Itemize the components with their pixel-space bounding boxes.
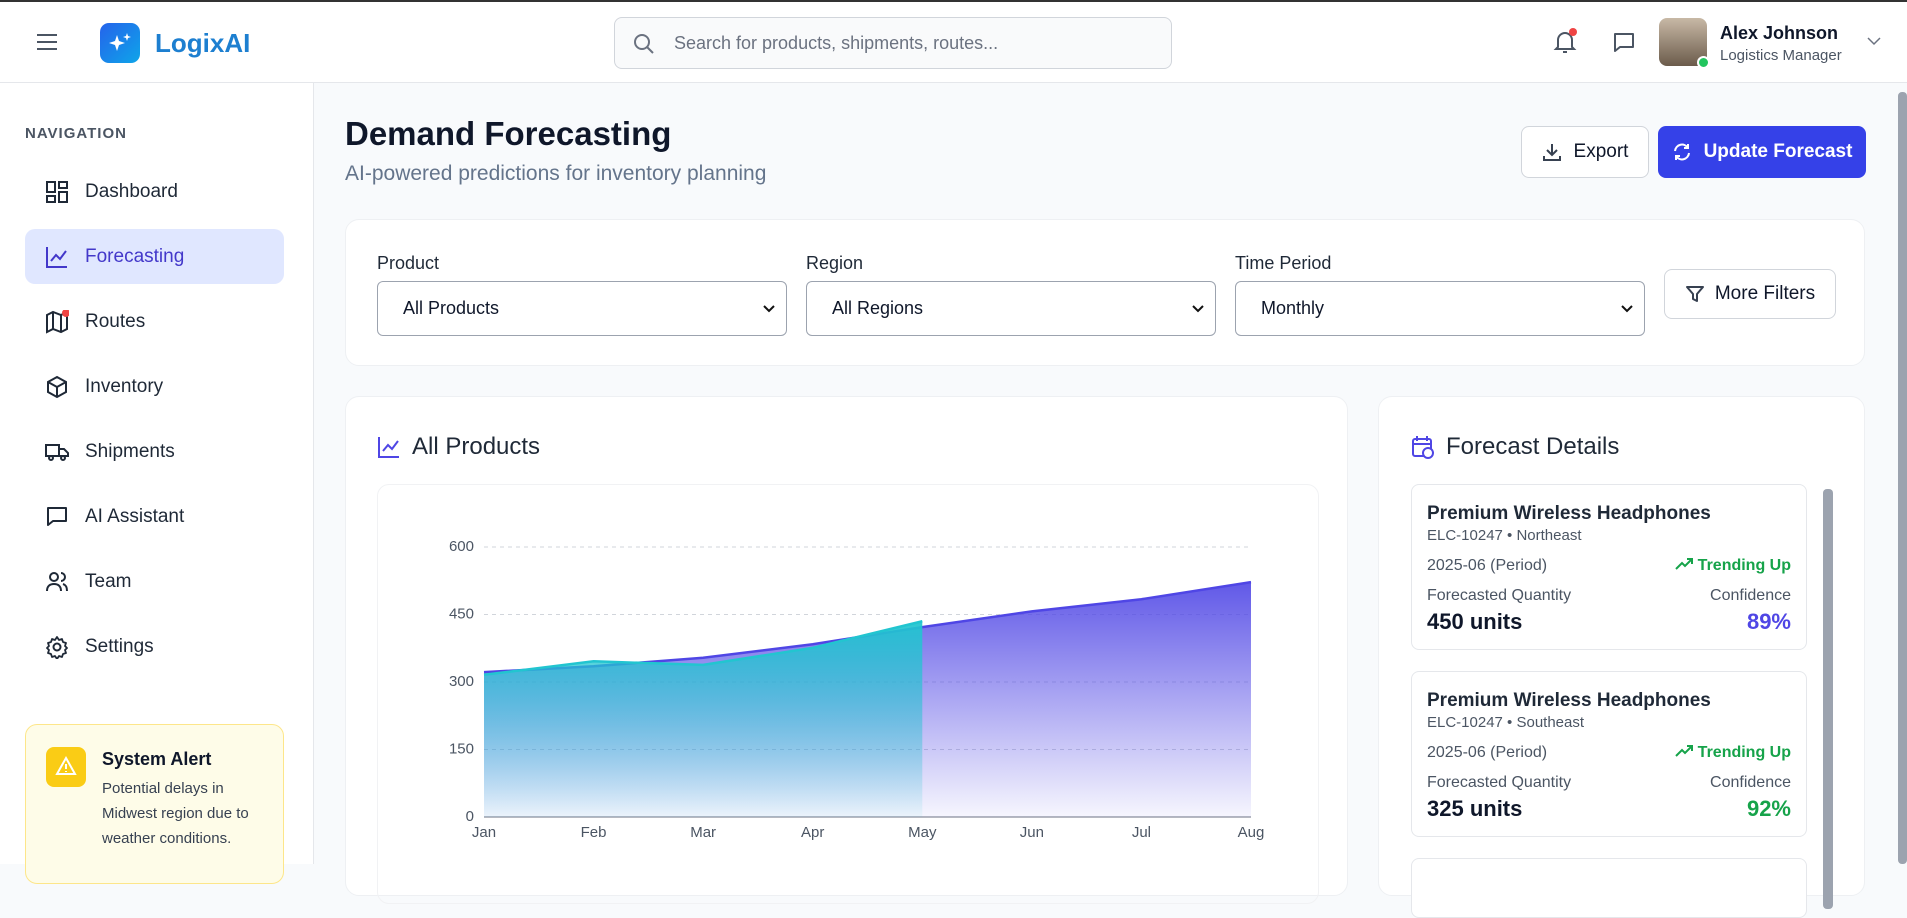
nav-item[interactable]: Team <box>25 554 284 609</box>
nav-label: Inventory <box>85 375 164 397</box>
product-name: Premium Wireless Headphones <box>1427 690 1711 711</box>
nav-label: Shipments <box>85 440 175 462</box>
product-sub: ELC-10247 • Southeast <box>1427 714 1585 731</box>
nav-item[interactable]: Dashboard <box>25 164 284 219</box>
area <box>484 621 923 817</box>
period: 2025-06 (Period) <box>1427 744 1548 761</box>
export-label: Export <box>1573 141 1629 162</box>
logo <box>100 23 140 63</box>
scrollbar[interactable] <box>1823 489 1833 909</box>
filter-label: Product <box>377 253 440 273</box>
filter-label: Region <box>806 253 864 273</box>
nav-item[interactable]: AI Assistant <box>25 489 284 544</box>
y-tick-label: 600 <box>449 538 474 555</box>
x-tick-label: Jul <box>1132 824 1151 841</box>
user-name: Alex Johnson <box>1720 23 1839 43</box>
chat-icon[interactable] <box>1612 31 1636 55</box>
page-subtitle: AI-powered predictions for inventory pla… <box>345 162 767 185</box>
forecast-card: Premium Wireless Headphones ELC-10247 • N… <box>1411 484 1807 650</box>
export-button[interactable]: Export <box>1521 126 1649 178</box>
alert-text: Potential delays in Midwest region due t… <box>102 780 249 847</box>
qty-label: Forecasted Quantity <box>1427 587 1572 604</box>
y-tick-label: 450 <box>449 605 474 622</box>
search-placeholder: Search for products, shipments, routes..… <box>674 33 999 53</box>
page-scrollbar[interactable] <box>1898 92 1907 864</box>
filter-select[interactable]: All Regions <box>806 281 1216 336</box>
bell-icon[interactable] <box>1553 28 1579 56</box>
details-card: Forecast Details Premium Wireless Headph… <box>1378 396 1865 918</box>
alert-title: System Alert <box>102 749 212 769</box>
trend: Trending Up <box>1674 744 1791 762</box>
top-bar: LogixAI Search for products, shipments, … <box>0 2 1907 83</box>
nav-label: Settings <box>85 635 154 657</box>
details-title: Forecast Details <box>1446 433 1620 460</box>
forecast-card: Premium Wireless Headphones ELC-10247 • S… <box>1411 671 1807 837</box>
filter-select[interactable]: All Products <box>377 281 787 336</box>
filter-select[interactable]: Monthly <box>1235 281 1645 336</box>
nav-label: Routes <box>85 310 146 332</box>
user-role: Logistics Manager <box>1720 47 1842 64</box>
forecast-card <box>1411 858 1807 918</box>
filter-value: Monthly <box>1261 298 1325 318</box>
conf-label: Confidence <box>1710 587 1791 604</box>
trend: Trending Up <box>1674 557 1791 575</box>
system-alert: System Alert Potential delays in Midwest… <box>25 724 284 884</box>
filter-value: All Regions <box>832 298 924 318</box>
nav-item[interactable]: Shipments <box>25 424 284 479</box>
sidebar: NAVIGATION Dashboard Forecasting Routes Inv… <box>0 83 314 884</box>
product-sub: ELC-10247 • Northeast <box>1427 527 1582 544</box>
x-tick-label: Jun <box>1020 824 1044 841</box>
quantity: 325 units <box>1427 796 1523 821</box>
brand: LogixAI <box>155 28 251 58</box>
nav-label: Dashboard <box>85 180 178 202</box>
conf-label: Confidence <box>1710 774 1791 791</box>
menu-icon[interactable] <box>36 32 58 52</box>
x-tick-label: Feb <box>581 824 607 841</box>
trend-label: Trending Up <box>1697 557 1791 574</box>
product-name: Premium Wireless Headphones <box>1427 503 1711 524</box>
quantity: 450 units <box>1427 609 1523 634</box>
x-tick-label: Mar <box>690 824 716 841</box>
search[interactable]: Search for products, shipments, routes..… <box>614 17 1172 69</box>
chevron[interactable] <box>1867 36 1881 46</box>
x-tick-label: Apr <box>801 824 824 841</box>
chart-title: All Products <box>412 433 541 460</box>
update-button[interactable]: Update Forecast <box>1658 126 1866 178</box>
period: 2025-06 (Period) <box>1427 557 1548 574</box>
x-tick-label: Aug <box>1238 824 1265 841</box>
x-tick-label: Jan <box>472 824 496 841</box>
chart: 0 150 300 450 600 Jan Feb Mar Apr May Jun Jul Aug <box>449 538 1265 841</box>
line <box>483 620 923 677</box>
confidence: 92% <box>1746 796 1791 821</box>
chart-card: All Products 0 150 300 450 600 Jan Feb Mar Apr Ma… <box>345 396 1348 904</box>
more-filters[interactable]: More Filters <box>1664 269 1836 319</box>
nav-item[interactable]: Inventory <box>25 359 284 414</box>
trend-label: Trending Up <box>1697 744 1791 761</box>
y-tick-label: 300 <box>449 673 474 690</box>
page-title: Demand Forecasting <box>345 115 672 152</box>
filter-label: Time Period <box>1235 253 1332 273</box>
avatar[interactable] <box>1659 18 1710 69</box>
filter-value: All Products <box>403 298 500 318</box>
qty-label: Forecasted Quantity <box>1427 774 1572 791</box>
nav-item[interactable]: Settings <box>25 619 284 674</box>
update-label: Update Forecast <box>1703 141 1853 162</box>
x-tick-label: May <box>908 824 937 841</box>
confidence: 89% <box>1746 609 1791 634</box>
nav-label: AI Assistant <box>85 505 185 527</box>
more-filters-label: More Filters <box>1714 283 1816 304</box>
nav-label: Forecasting <box>85 245 185 267</box>
nav-heading: NAVIGATION <box>25 125 127 142</box>
filters: More Filters Product All Products Region Al… <box>345 219 1865 366</box>
nav-label: Team <box>85 570 132 592</box>
y-tick-label: 0 <box>466 808 474 825</box>
nav-item[interactable]: Routes <box>25 294 284 349</box>
y-tick-label: 150 <box>449 740 474 757</box>
nav-item[interactable]: Forecasting <box>25 229 284 284</box>
